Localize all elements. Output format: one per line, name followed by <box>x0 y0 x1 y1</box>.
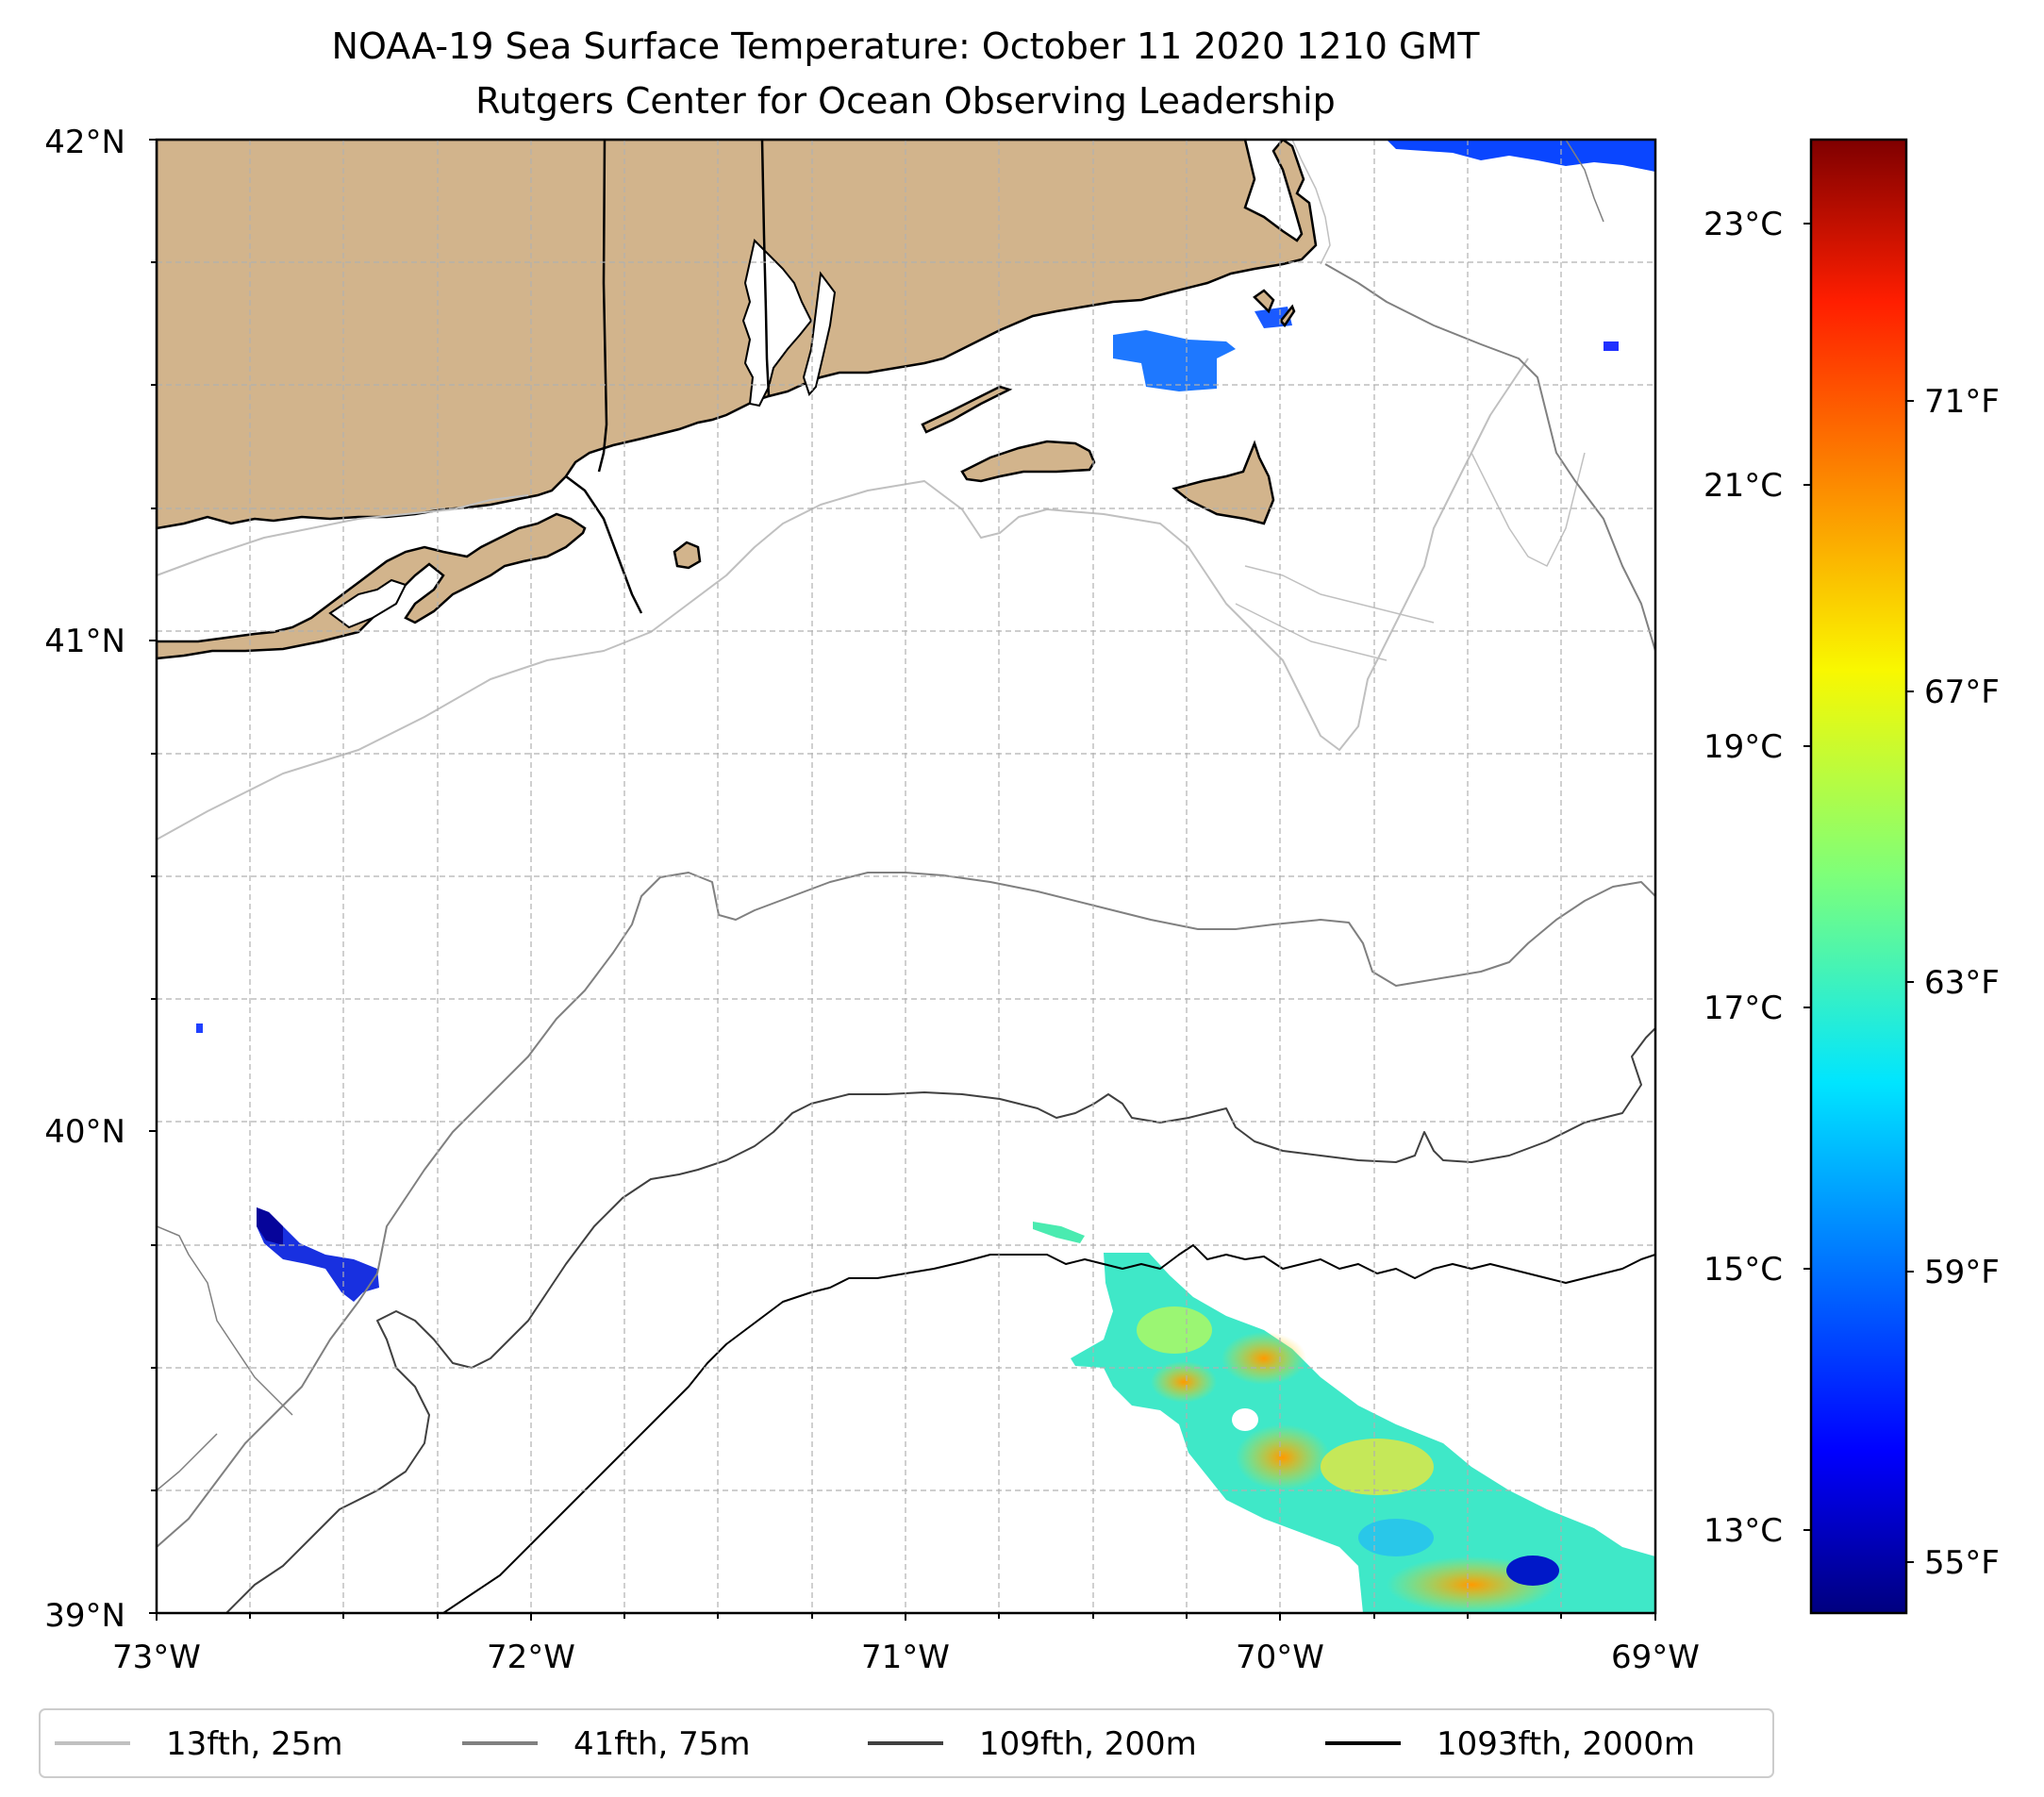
colorbar-label-13c: 13°C <box>1703 1512 1783 1550</box>
sst-patch-strip <box>1033 1222 1085 1243</box>
colorbar-label-63f: 63°F <box>1924 964 2000 1002</box>
land-marthas-vineyard <box>960 440 1096 483</box>
legend: 13fth, 25m 41fth, 75m 109fth, 200m 1093f… <box>39 1708 1774 1778</box>
land-cape-tip <box>1253 289 1275 314</box>
lat-label-41n: 41°N <box>44 623 125 660</box>
chart-title-line1: NOAA-19 Sea Surface Temperature: October… <box>332 25 1481 67</box>
lat-label-42n: 42°N <box>44 124 125 161</box>
sst-patch-nantucket-sound <box>1113 330 1236 391</box>
colorbar-label-19c: 19°C <box>1703 728 1783 766</box>
lat-label-40n: 40°N <box>44 1113 125 1151</box>
lat-label-39n: 39°N <box>44 1597 125 1635</box>
colorbar-label-59f: 59°F <box>1924 1254 2000 1291</box>
legend-label-25m: 13fth, 25m <box>166 1725 343 1763</box>
colorbar-label-17c: 17°C <box>1703 990 1783 1027</box>
contour-75m <box>157 872 1655 1548</box>
colorbar-gradient <box>1809 138 1908 1615</box>
lon-label-70w: 70°W <box>1236 1639 1324 1676</box>
contour-2000m <box>442 1244 1655 1613</box>
lon-label-71w: 71°W <box>861 1639 950 1676</box>
legend-label-75m: 41fth, 75m <box>573 1725 751 1763</box>
state-boundaries <box>565 140 771 614</box>
colorbar-label-71f: 71°F <box>1924 383 2000 421</box>
land-monomoy <box>1279 304 1296 328</box>
lon-label-69w: 69°W <box>1611 1639 1700 1676</box>
colorbar-label-67f: 67°F <box>1924 674 2000 711</box>
contour-25m <box>157 358 1529 840</box>
colorbar: 23°C 21°C 19°C 17°C 15°C 13°C 71°F 67°F … <box>1703 138 2000 1615</box>
bathymetry-contours <box>157 140 1655 1613</box>
legend-label-2000m: 1093fth, 2000m <box>1437 1725 1695 1763</box>
contour-200m <box>225 1027 1655 1613</box>
colorbar-label-55f: 55°F <box>1924 1544 2000 1582</box>
land-elizabeth-islands <box>921 385 1013 434</box>
sst-patch-southwest <box>257 1207 379 1302</box>
map-area <box>157 140 1655 1613</box>
colorbar-label-23c: 23°C <box>1703 206 1783 243</box>
lon-label-72w: 72°W <box>487 1639 575 1676</box>
sst-patch-southeast <box>1071 1253 1655 1613</box>
axis-ticks <box>149 139 1656 1621</box>
sst-patch-north2 <box>1387 140 1655 172</box>
colorbar-label-15c: 15°C <box>1703 1251 1783 1289</box>
gridlines <box>157 140 1655 1613</box>
land-block-island <box>673 541 702 570</box>
colorbar-label-21c: 21°C <box>1703 467 1783 505</box>
legend-label-200m: 109fth, 200m <box>979 1725 1197 1763</box>
land-nantucket <box>1172 440 1275 525</box>
chart-title-line2: Rutgers Center for Ocean Observing Leade… <box>475 80 1336 122</box>
lon-label-73w: 73°W <box>112 1639 201 1676</box>
